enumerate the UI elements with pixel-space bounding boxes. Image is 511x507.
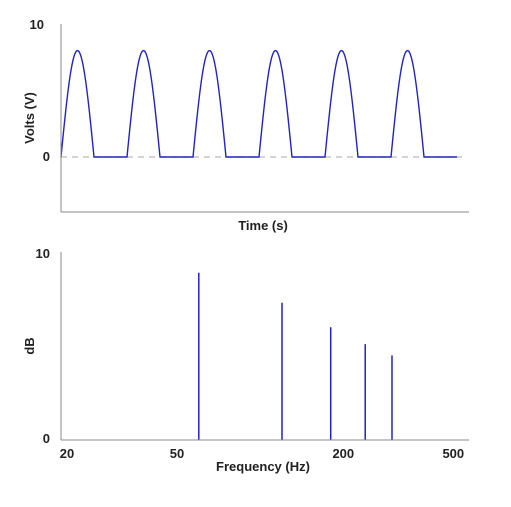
top-x-axis-label: Time (s) (238, 218, 288, 233)
top-ytick-label-0: 0 (43, 149, 50, 164)
spectrum-panel: 10 0 dB Frequency (Hz) 20 50 200 500 (22, 246, 469, 474)
spectrum-bars (198, 272, 393, 440)
waveform-series-line (60, 49, 457, 158)
bottom-ytick-label-10: 10 (36, 246, 50, 261)
x-tick-label-50: 50 (170, 446, 184, 461)
bottom-ytick-label-0: 0 (43, 431, 50, 446)
waveform-panel: 10 0 Volts (V) Time (s) (22, 17, 469, 233)
x-tick-label-20: 20 (60, 446, 74, 461)
bottom-y-axis-label: dB (22, 337, 37, 354)
top-y-axis-label: Volts (V) (22, 92, 37, 144)
x-tick-label-500: 500 (442, 446, 464, 461)
x-tick-label-200: 200 (332, 446, 354, 461)
top-ytick-label-10: 10 (30, 17, 44, 32)
bottom-x-axis-label: Frequency (Hz) (216, 459, 310, 474)
